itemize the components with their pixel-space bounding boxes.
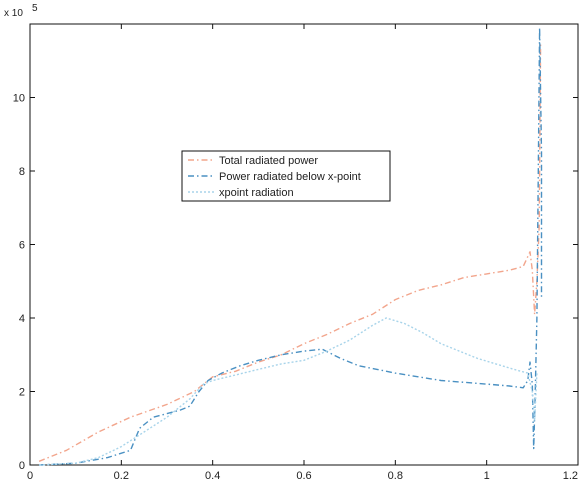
x-tick-label-4: 0.8: [388, 470, 403, 482]
x-tick-label-3: 0.6: [296, 470, 311, 482]
series-line-2: [39, 317, 538, 466]
x-tick-label-1: 0.2: [114, 470, 129, 482]
y-tick-label-4: 8: [19, 166, 25, 178]
series-line-0: [38, 42, 542, 462]
y-tick-label-1: 2: [19, 387, 25, 399]
legend-label-2: xpoint radiation: [219, 187, 294, 199]
x-tick-label-0: 0: [27, 470, 33, 482]
x-axis: 0 0.2 0.4 0.6 0.8 1 1.2: [27, 24, 579, 482]
y-tick-label-2: 4: [19, 313, 25, 325]
legend-label-0: Total radiated power: [219, 155, 318, 167]
y-tick-label-0: 0: [19, 460, 25, 472]
series-group: [38, 27, 543, 466]
y-axis: 0 2 4 6 8 10: [13, 93, 578, 472]
legend-box: [181, 150, 391, 202]
y-exponent-power: 5: [32, 3, 38, 14]
y-exponent-base: x 10: [4, 8, 23, 19]
y-tick-label-5: 10: [13, 93, 25, 105]
legend-label-1: Power radiated below x-point: [219, 171, 361, 183]
x-tick-label-6: 1.2: [563, 470, 578, 482]
x-tick-label-2: 0.4: [205, 470, 220, 482]
y-tick-label-3: 6: [19, 240, 25, 252]
x-tick-label-5: 1: [484, 470, 490, 482]
plot-area: [29, 23, 579, 466]
legend: Total radiated power Power radiated belo…: [181, 150, 391, 202]
series-line-1: [39, 27, 543, 466]
